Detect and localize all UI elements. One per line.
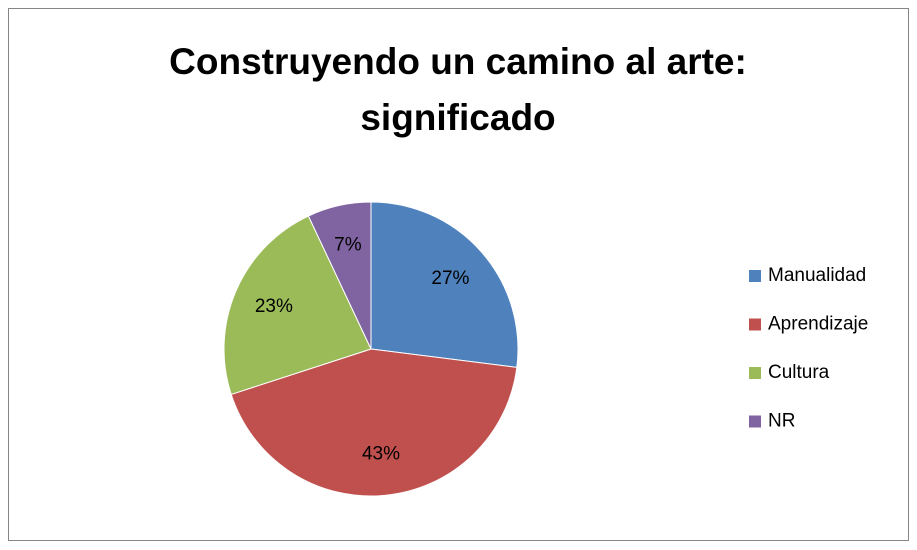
legend-label: Cultura [768, 362, 830, 383]
legend-swatch [749, 367, 761, 379]
legend-swatch [749, 415, 761, 428]
pie-slice [307, 201, 372, 350]
pie-slice [370, 201, 519, 368]
pie-slice [230, 348, 518, 497]
legend-label: Manualidad [768, 265, 866, 286]
data-label: 23% [255, 296, 293, 317]
pie-slice [223, 215, 372, 396]
legend-label: Aprendizaje [768, 314, 868, 335]
chart-title: Construyendo un camino al arte: signific… [169, 41, 747, 138]
legend-label: NR [768, 411, 795, 432]
data-label: 7% [334, 235, 362, 256]
data-label: 27% [431, 268, 469, 289]
data-label: 43% [362, 443, 400, 464]
legend-swatch [749, 270, 761, 282]
legend-swatch [749, 318, 761, 331]
